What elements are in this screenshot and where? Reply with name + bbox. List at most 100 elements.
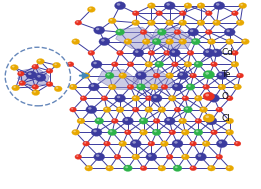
Circle shape <box>13 86 16 88</box>
Circle shape <box>107 74 110 76</box>
Circle shape <box>147 20 155 26</box>
Circle shape <box>72 39 80 44</box>
Circle shape <box>158 165 166 171</box>
Circle shape <box>148 141 155 146</box>
Circle shape <box>209 94 220 102</box>
Circle shape <box>140 166 147 171</box>
Circle shape <box>71 108 73 110</box>
Circle shape <box>186 4 188 6</box>
Circle shape <box>235 142 238 144</box>
Circle shape <box>188 28 199 36</box>
Circle shape <box>101 39 105 42</box>
Circle shape <box>172 140 183 148</box>
Circle shape <box>183 97 186 98</box>
Circle shape <box>206 117 217 125</box>
Circle shape <box>211 130 217 135</box>
Circle shape <box>218 141 222 144</box>
Circle shape <box>133 155 136 157</box>
Circle shape <box>151 94 162 102</box>
Circle shape <box>128 85 131 87</box>
Circle shape <box>159 108 162 110</box>
Circle shape <box>105 108 107 110</box>
Circle shape <box>204 85 206 87</box>
Circle shape <box>167 40 170 42</box>
Circle shape <box>238 21 240 23</box>
Circle shape <box>67 62 74 67</box>
Circle shape <box>174 30 181 35</box>
Circle shape <box>68 63 71 64</box>
Circle shape <box>203 49 215 57</box>
Circle shape <box>171 50 175 53</box>
Circle shape <box>208 119 212 121</box>
Circle shape <box>195 119 202 123</box>
Circle shape <box>132 20 140 26</box>
Circle shape <box>238 74 240 76</box>
Circle shape <box>149 4 152 6</box>
Circle shape <box>226 129 234 135</box>
Circle shape <box>37 59 44 64</box>
Circle shape <box>54 86 62 92</box>
Circle shape <box>159 30 162 32</box>
Circle shape <box>232 50 238 55</box>
Circle shape <box>226 96 233 101</box>
Circle shape <box>212 63 214 64</box>
Circle shape <box>113 119 115 121</box>
Circle shape <box>213 20 221 26</box>
Circle shape <box>218 73 222 76</box>
Circle shape <box>134 108 136 110</box>
Polygon shape <box>151 27 193 49</box>
Circle shape <box>227 130 230 132</box>
Circle shape <box>88 107 92 110</box>
Circle shape <box>191 38 200 45</box>
Circle shape <box>84 74 86 76</box>
Circle shape <box>173 165 182 171</box>
Circle shape <box>155 61 164 67</box>
Circle shape <box>12 85 20 91</box>
Circle shape <box>157 29 166 35</box>
Circle shape <box>194 129 203 136</box>
Circle shape <box>146 153 157 161</box>
Circle shape <box>167 74 170 76</box>
Circle shape <box>140 129 147 135</box>
Circle shape <box>186 84 195 90</box>
Circle shape <box>202 141 210 146</box>
Circle shape <box>240 4 243 6</box>
Circle shape <box>216 140 227 148</box>
Circle shape <box>126 40 128 42</box>
Circle shape <box>216 107 223 112</box>
Circle shape <box>194 95 202 101</box>
Circle shape <box>94 26 105 34</box>
Circle shape <box>159 166 162 168</box>
Circle shape <box>84 142 86 144</box>
Circle shape <box>132 11 139 16</box>
Circle shape <box>145 107 153 112</box>
Circle shape <box>93 62 97 64</box>
Polygon shape <box>98 70 139 90</box>
Circle shape <box>86 106 97 114</box>
Circle shape <box>190 141 197 146</box>
Circle shape <box>177 72 188 80</box>
Circle shape <box>141 31 144 32</box>
Circle shape <box>203 70 215 79</box>
Circle shape <box>12 66 15 67</box>
Circle shape <box>161 141 168 146</box>
Circle shape <box>214 21 217 23</box>
Circle shape <box>198 154 201 157</box>
Circle shape <box>157 12 159 13</box>
Circle shape <box>118 51 120 53</box>
Circle shape <box>233 51 235 53</box>
Circle shape <box>127 84 134 89</box>
Circle shape <box>115 155 118 157</box>
Circle shape <box>216 72 227 80</box>
Circle shape <box>54 63 57 65</box>
Circle shape <box>137 84 145 90</box>
Circle shape <box>241 39 249 44</box>
Circle shape <box>91 60 102 68</box>
Circle shape <box>180 21 183 23</box>
Circle shape <box>53 62 61 68</box>
Circle shape <box>214 2 225 10</box>
Circle shape <box>162 85 165 87</box>
Circle shape <box>181 12 183 13</box>
Circle shape <box>105 72 114 79</box>
Circle shape <box>169 49 180 57</box>
